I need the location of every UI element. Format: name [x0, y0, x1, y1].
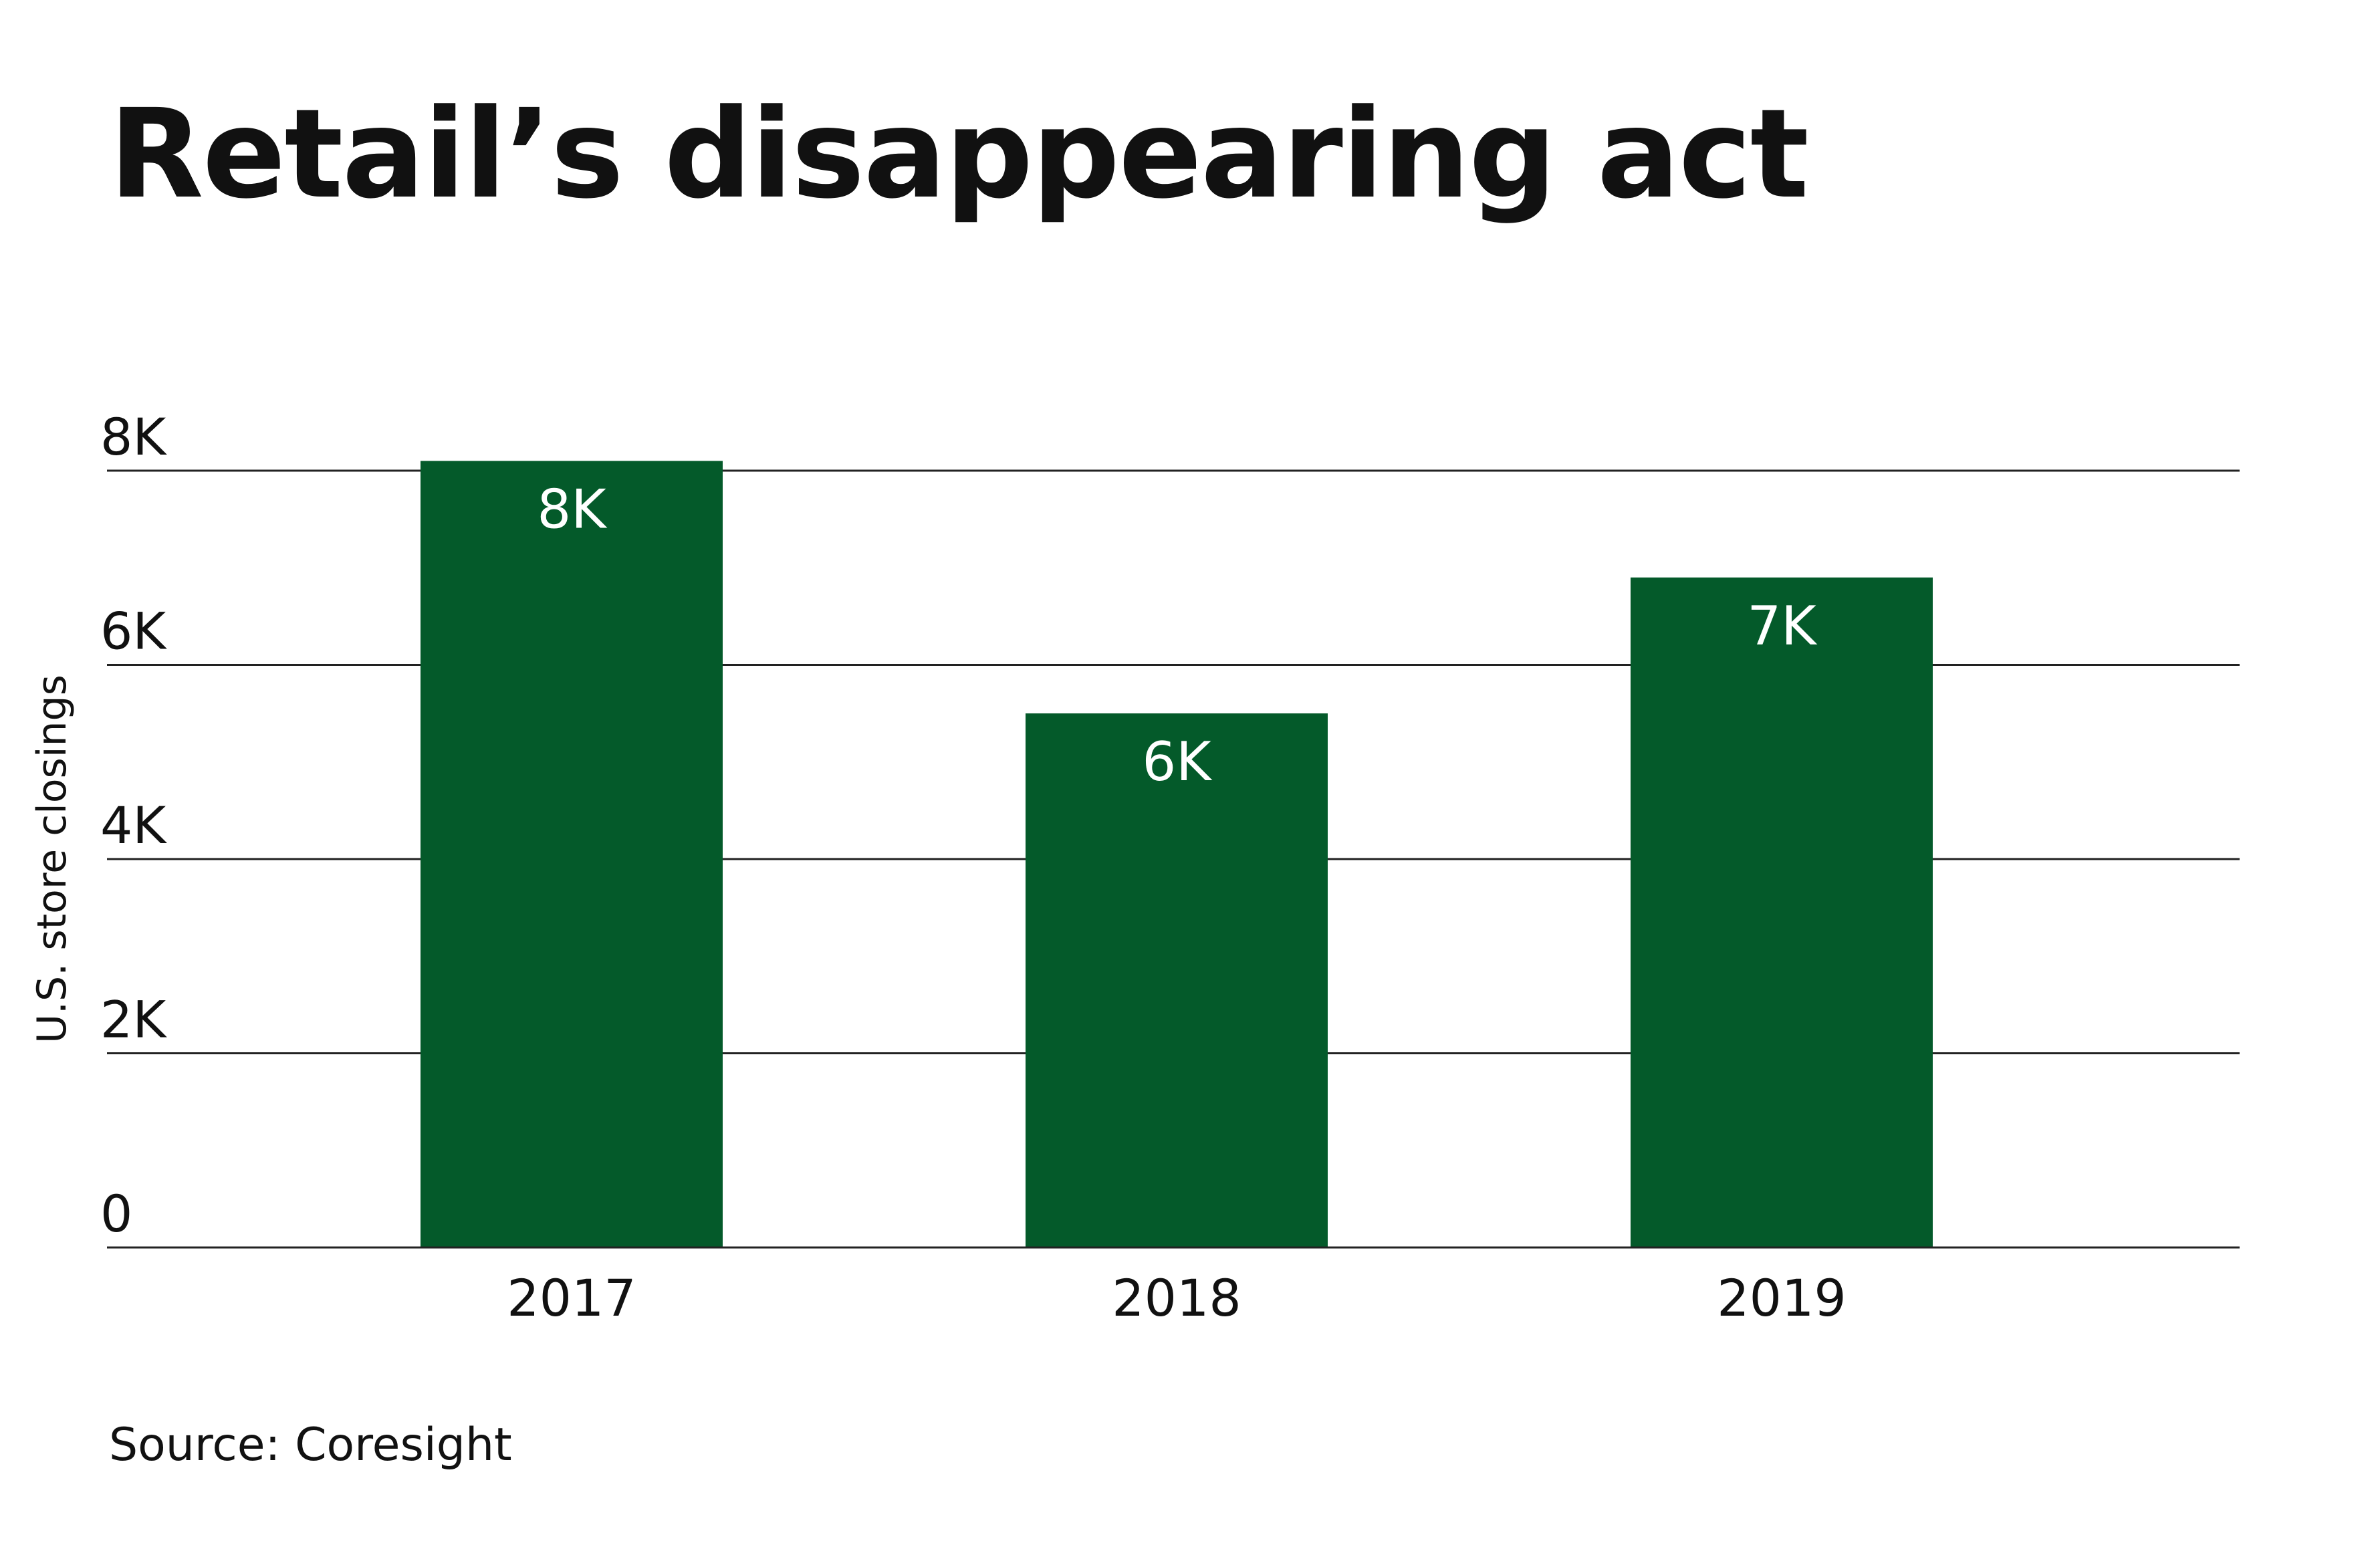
source-note: Source: Coresight	[109, 1419, 512, 1471]
x-tick-label: 2017	[507, 1268, 636, 1328]
bar-2019	[1631, 577, 1933, 1247]
bar-value-label: 6K	[1142, 731, 1213, 793]
y-axis-ticks: 0 2K 4K 6K 8K	[100, 407, 167, 1243]
bar-value-label: 8K	[537, 478, 608, 540]
y-tick-label: 6K	[100, 602, 167, 661]
y-tick-label: 8K	[100, 407, 167, 467]
bar-2018	[1026, 713, 1328, 1247]
bar-value-label: 7K	[1747, 595, 1818, 657]
bars: 8K 6K 7K	[107, 461, 2240, 1249]
y-tick-label: 0	[100, 1184, 132, 1243]
y-axis-label: U.S. store closings	[29, 675, 76, 1044]
bar-2017	[421, 461, 723, 1247]
x-axis-ticks: 2017 2018 2019	[507, 1268, 1846, 1328]
x-tick-label: 2019	[1717, 1268, 1846, 1328]
x-tick-label: 2018	[1112, 1268, 1241, 1328]
y-tick-label: 4K	[100, 796, 167, 855]
chart-title: Retail’s disappearing act	[109, 83, 1809, 226]
y-tick-label: 2K	[100, 990, 167, 1050]
